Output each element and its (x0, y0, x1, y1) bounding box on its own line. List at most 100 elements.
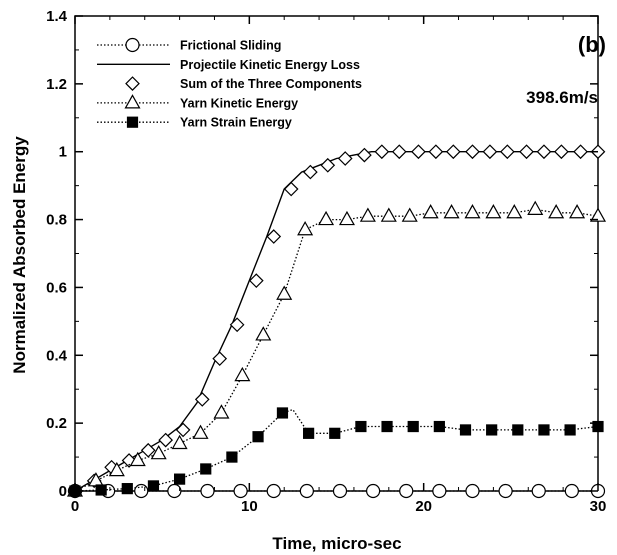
data-point (229, 317, 245, 333)
series-2 (67, 144, 606, 499)
legend-label: Sum of the Three Components (180, 77, 362, 91)
data-point (167, 483, 182, 499)
data-point (355, 420, 367, 433)
series-layer (66, 144, 607, 499)
data-point (303, 164, 318, 180)
legend-label: Yarn Strain Energy (180, 116, 292, 130)
data-point (276, 407, 289, 419)
y-tick-label: 1 (59, 144, 67, 161)
data-point (465, 483, 480, 499)
data-point (252, 431, 264, 443)
legend-marker (124, 94, 141, 109)
x-tick-label: 30 (590, 498, 607, 515)
data-point (213, 404, 230, 419)
data-point (233, 483, 248, 499)
legend-entry-0: Frictional Sliding (97, 37, 281, 53)
y-tick-label: 0.6 (46, 279, 67, 296)
data-point (276, 285, 293, 300)
series-line (74, 151, 598, 492)
y-tick-label: 0.8 (46, 212, 67, 229)
data-point (548, 204, 565, 219)
data-point (554, 144, 569, 160)
panel-label: (b) (578, 32, 606, 57)
y-tick-label: 1.2 (46, 76, 67, 93)
series-1 (74, 151, 598, 492)
data-point (266, 483, 281, 499)
data-point (486, 424, 498, 436)
data-point (459, 424, 472, 436)
data-point (95, 484, 107, 496)
series-line (74, 408, 599, 492)
data-point (564, 483, 579, 499)
data-point (573, 144, 588, 160)
data-point (329, 427, 341, 439)
legend-label: Frictional Sliding (180, 39, 281, 53)
legend-entry-1: Projectile Kinetic Energy Loss (97, 58, 360, 72)
data-point (192, 424, 209, 439)
data-point (171, 434, 188, 450)
data-point (332, 483, 348, 499)
data-point (359, 207, 376, 222)
data-point (374, 144, 390, 160)
legend-marker (126, 116, 139, 128)
legend-marker (125, 37, 140, 53)
data-point (519, 144, 534, 160)
data-point (485, 204, 502, 219)
data-point (428, 144, 444, 160)
legend-label: Yarn Kinetic Energy (180, 96, 298, 110)
axes-layer: 0 10 20 30 0 0.2 0.4 0.6 0.8 1 1.2 1.4 (46, 8, 606, 515)
series-3 (66, 200, 607, 497)
legend-entry-2: Sum of the Three Components (125, 76, 362, 91)
data-point (337, 151, 353, 166)
legend: Frictional Sliding Projectile Kinetic Ene… (97, 37, 362, 130)
data-point (303, 427, 315, 439)
data-point (266, 229, 282, 244)
data-point (399, 483, 414, 499)
data-point (299, 483, 314, 499)
data-point (432, 483, 447, 499)
data-point (589, 207, 607, 222)
data-point (569, 204, 586, 219)
x-axis-title: Time, micro-sec (272, 534, 401, 553)
data-point (226, 451, 238, 463)
data-point (194, 392, 210, 407)
data-point (506, 204, 523, 219)
data-point (212, 351, 228, 367)
y-tick-label: 0 (59, 483, 67, 500)
data-point (248, 273, 264, 288)
y-tick-label: 0.2 (46, 415, 67, 432)
data-point (174, 473, 186, 485)
data-point (464, 204, 481, 219)
data-point (129, 451, 146, 467)
data-point (380, 207, 397, 222)
data-point (538, 424, 550, 436)
legend-entry-4: Yarn Strain Energy (97, 116, 292, 130)
data-point (536, 144, 552, 160)
legend-label: Projectile Kinetic Energy Loss (180, 58, 360, 72)
data-point (147, 480, 160, 492)
data-point (422, 204, 439, 219)
x-tick-label: 20 (415, 498, 432, 515)
data-point (255, 326, 272, 341)
data-point (512, 424, 524, 436)
data-point (482, 144, 498, 160)
data-point (411, 144, 426, 160)
data-point (445, 144, 461, 160)
data-point (465, 144, 480, 160)
legend-marker (125, 76, 140, 91)
y-axis-title: Normalized Absorbed Energy (10, 136, 29, 374)
data-point (234, 366, 251, 382)
y-tick-label: 1.4 (46, 8, 68, 25)
data-point (381, 420, 393, 433)
data-point (357, 147, 372, 163)
data-point (320, 157, 336, 173)
x-tick-label: 0 (71, 498, 79, 515)
data-point (283, 181, 299, 197)
y-tick-label: 0.4 (46, 347, 68, 364)
data-point (499, 144, 515, 160)
data-point (527, 200, 544, 215)
data-point (592, 420, 604, 433)
series-4 (69, 407, 604, 497)
data-point (338, 210, 355, 226)
